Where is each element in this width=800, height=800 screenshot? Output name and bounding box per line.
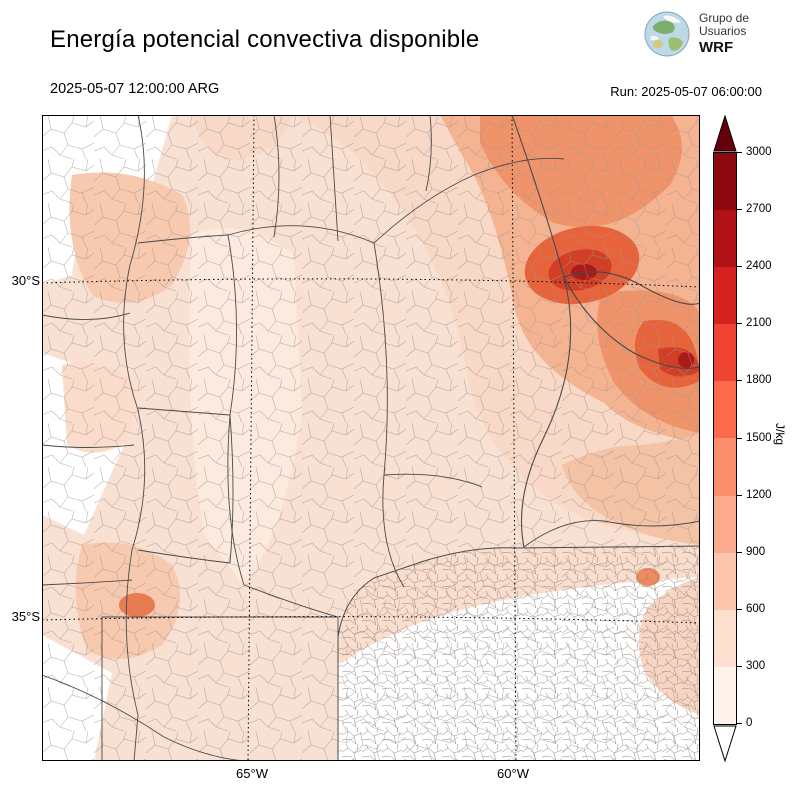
- colorbar-label-300: 300: [746, 660, 766, 672]
- province-boundaries: [41, 114, 701, 762]
- colorbar-segment: [714, 381, 736, 439]
- colorbar-tick: [737, 438, 742, 439]
- colorbar-segment: [714, 267, 736, 325]
- lat-label-30s: 30°S: [11, 273, 40, 288]
- colorbar-tick: [737, 380, 742, 381]
- lon-label-65w: 65°W: [236, 766, 268, 781]
- colorbar-label-3000: 3000: [746, 146, 772, 158]
- colorbar-label-1200: 1200: [746, 489, 772, 501]
- colorbar-segment: [714, 552, 736, 610]
- colorbar-label-2400: 2400: [746, 260, 772, 272]
- logo-line-3: WRF: [699, 39, 734, 57]
- department-boundaries-mesh: [42, 115, 700, 761]
- argentina-cape-map: [41, 114, 701, 762]
- page-title: Energía potencial convectiva disponible: [50, 26, 480, 53]
- wrf-logo-globe-icon: [644, 11, 690, 57]
- colorbar-label-1800: 1800: [746, 374, 772, 386]
- colorbar-segment: [714, 438, 736, 496]
- colorbar-segment: [714, 609, 736, 667]
- colorbar-label-600: 600: [746, 603, 766, 615]
- lat-label-35s: 35°S: [11, 609, 40, 624]
- colorbar-segment: [714, 666, 736, 724]
- colorbar-label-900: 900: [746, 546, 766, 558]
- lon-label-60w: 60°W: [497, 766, 529, 781]
- colorbar-tick: [737, 323, 742, 324]
- colorbar-tick: [737, 495, 742, 496]
- colorbar-unit-label: J/kg: [773, 422, 788, 446]
- colorbar-tick: [737, 266, 742, 267]
- colorbar-segment: [714, 324, 736, 382]
- colorbar-segment: [714, 153, 736, 211]
- wrf-logo-text: Grupo de Usuarios WRF: [699, 10, 750, 57]
- colorbar-over-arrow-shape: [713, 115, 737, 152]
- colorbar-tick: [737, 723, 742, 724]
- gridlines: [41, 114, 701, 762]
- logo-line-1: Grupo de: [699, 10, 750, 25]
- colorbar-tick: [737, 209, 742, 210]
- colorbar-segment: [714, 210, 736, 268]
- colorbar-segments: [713, 152, 737, 725]
- run-time-label: Run: 2025-05-07 06:00:00: [610, 84, 762, 99]
- colorbar-tick: [737, 552, 742, 553]
- colorbar-label-1500: 1500: [746, 432, 772, 444]
- logo-line-2: Usuarios: [699, 24, 747, 39]
- map: [41, 114, 701, 762]
- colorbar-under-arrow-shape: [713, 725, 737, 762]
- map-frame-border: [42, 115, 700, 761]
- colorbar-label-2700: 2700: [746, 203, 772, 215]
- colorbar: 3000 2700 2400 2100 1800 1500 1200 900 6…: [713, 115, 800, 767]
- colorbar-label-0: 0: [746, 717, 753, 729]
- colorbar-tick: [737, 609, 742, 610]
- wrf-logo: Grupo de Usuarios WRF: [643, 10, 749, 58]
- colorbar-under-arrow: [713, 725, 737, 762]
- colorbar-tick: [737, 666, 742, 667]
- colorbar-over-arrow: [713, 115, 737, 152]
- colorbar-tick: [737, 152, 742, 153]
- valid-time-label: 2025-05-07 12:00:00 ARG: [50, 81, 220, 97]
- colorbar-segment: [714, 495, 736, 553]
- colorbar-label-2100: 2100: [746, 317, 772, 329]
